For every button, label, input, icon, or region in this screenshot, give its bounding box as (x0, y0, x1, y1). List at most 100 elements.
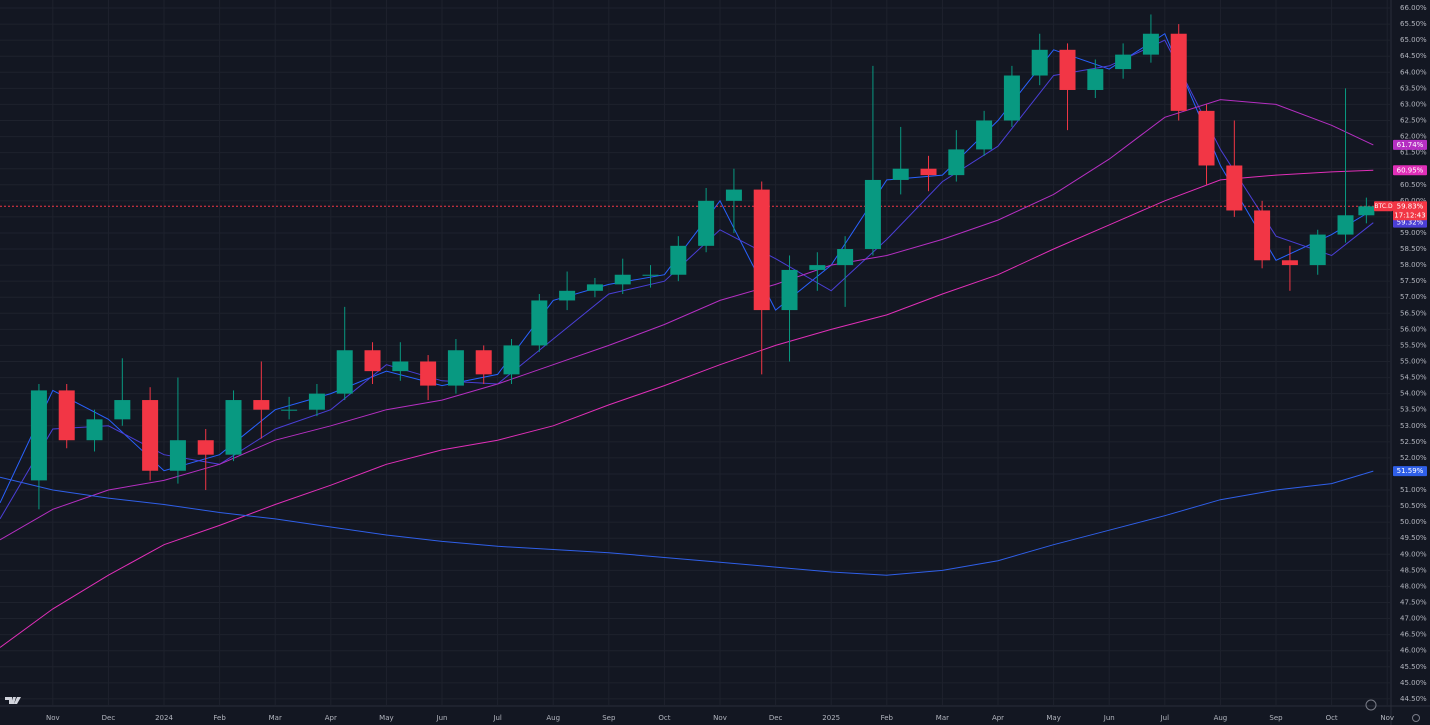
y-tick-label: 50.00% (1400, 518, 1427, 526)
ma-line (0, 169, 1374, 648)
x-tick-label: Jun (436, 714, 448, 722)
x-tick-label: 2024 (155, 714, 173, 722)
candle-body (392, 361, 409, 372)
candle-body (1170, 33, 1187, 111)
ma-value-label: 60.95% (1397, 166, 1424, 174)
labels: 44.50% 45.00% 45.50% 46.00% 46.50% 47.00% 47.5… (46, 4, 1427, 722)
candle-body (725, 189, 742, 201)
candle-body (531, 300, 548, 346)
candle-body (920, 168, 937, 176)
x-tick-label: May (1046, 714, 1060, 722)
grid (0, 0, 1390, 705)
price-box (1393, 201, 1427, 221)
y-tick-label: 54.00% (1400, 390, 1427, 398)
logo-mark (5, 697, 21, 704)
candle-body (1337, 215, 1354, 235)
y-tick-label: 48.00% (1400, 582, 1427, 590)
y-tick-label: 53.00% (1400, 422, 1427, 430)
candle-body (114, 400, 131, 420)
candle-body (1031, 49, 1048, 76)
candle-body (225, 400, 242, 455)
candle-body (1003, 75, 1020, 121)
candle-body (1358, 206, 1375, 216)
x-tick-label: 2025 (822, 714, 840, 722)
x-tick-label: Apr (325, 714, 337, 722)
ma-value-label: 61.74% (1397, 141, 1424, 149)
y-tick-label: 53.50% (1400, 406, 1427, 414)
candle-body (1087, 69, 1104, 90)
candle-body (1115, 54, 1132, 70)
y-tick-label: 47.50% (1400, 598, 1427, 606)
y-tick-label: 63.50% (1400, 84, 1427, 92)
candle-body (1226, 165, 1243, 211)
x-tick-label: Jun (1103, 714, 1115, 722)
candle-body (670, 245, 687, 275)
y-tick-label: 64.50% (1400, 52, 1427, 60)
candle-body (1309, 234, 1326, 266)
candle-body (336, 350, 353, 394)
y-tick-label: 62.00% (1400, 133, 1427, 141)
tradingview-logo (5, 697, 21, 704)
y-tick-label: 47.00% (1400, 615, 1427, 623)
x-tick-label: Oct (1326, 714, 1338, 722)
y-tick-label: 59.00% (1400, 229, 1427, 237)
candle-body (1059, 49, 1076, 90)
candle-body (86, 419, 103, 441)
y-tick-label: 50.50% (1400, 502, 1427, 510)
candle-body (503, 345, 520, 375)
candle-body (308, 393, 325, 410)
y-tick-label: 61.50% (1400, 149, 1427, 157)
y-tick-label: 57.00% (1400, 293, 1427, 301)
y-tick-label: 52.00% (1400, 454, 1427, 462)
candle-body (864, 179, 881, 250)
y-tick-label: 58.00% (1400, 261, 1427, 269)
x-tick-label: Aug (1214, 714, 1228, 722)
ma-value-box (1393, 139, 1427, 150)
y-tick-label: 46.00% (1400, 647, 1427, 655)
y-tick-label: 62.50% (1400, 116, 1427, 124)
x-tick-label: Nov (46, 714, 60, 722)
settings-icon[interactable] (1412, 714, 1420, 722)
candle-body (1142, 33, 1159, 55)
candle-body (559, 290, 576, 301)
x-tick-label: Sep (602, 714, 616, 722)
candle-body (1254, 210, 1271, 261)
replay-icon[interactable] (1365, 699, 1377, 711)
candle-body (614, 274, 631, 285)
y-tick-label: 52.50% (1400, 438, 1427, 446)
y-tick-label: 48.50% (1400, 566, 1427, 574)
candle-body (281, 409, 298, 411)
x-tick-label: Oct (658, 714, 670, 722)
candle-body (781, 269, 798, 311)
candle-body (642, 274, 659, 276)
x-tick-label: Feb (881, 714, 894, 722)
x-tick-label: Mar (269, 714, 282, 722)
candle-body (753, 189, 770, 311)
candle-body (837, 249, 854, 266)
x-tick-label: Dec (769, 714, 783, 722)
candle-body (169, 440, 186, 471)
candle-body (586, 284, 603, 291)
ma-value-box (1393, 165, 1427, 176)
y-tick-label: 45.00% (1400, 679, 1427, 687)
x-tick-label: Nov (1380, 714, 1394, 722)
candle-body (698, 200, 715, 246)
x-tick-label: Nov (713, 714, 727, 722)
candle-body (364, 350, 381, 372)
y-tick-label: 56.00% (1400, 325, 1427, 333)
x-tick-label: Feb (213, 714, 226, 722)
candle-body (30, 390, 47, 481)
x-tick-label: Jul (492, 714, 502, 722)
ma-value-label: 59.32% (1397, 219, 1424, 227)
y-tick-label: 60.50% (1400, 181, 1427, 189)
y-tick-label: 65.00% (1400, 36, 1427, 44)
x-tick-label: Dec (102, 714, 116, 722)
candle-body (1198, 110, 1215, 166)
candle-body (948, 149, 965, 176)
symbol-box (1374, 201, 1393, 212)
candle-body (142, 400, 159, 471)
candle-body (809, 265, 826, 270)
